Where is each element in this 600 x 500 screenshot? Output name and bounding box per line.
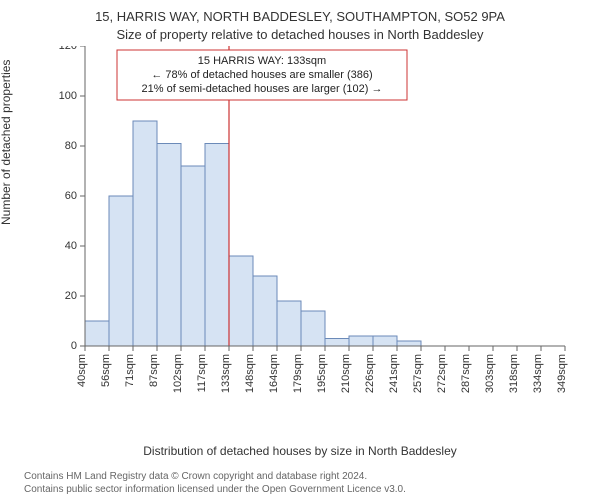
attribution-text: Contains HM Land Registry data © Crown c… <box>24 470 406 496</box>
attribution-line-2: Contains public sector information licen… <box>24 483 406 496</box>
histogram-bar <box>157 144 181 347</box>
x-tick-label: 241sqm <box>388 354 400 393</box>
histogram-bar <box>205 144 229 347</box>
histogram-bar <box>109 196 133 346</box>
x-tick-label: 71sqm <box>124 354 136 387</box>
histogram-bar <box>277 301 301 346</box>
x-tick-label: 56sqm <box>100 354 112 387</box>
histogram-bar <box>373 336 397 346</box>
x-tick-label: 287sqm <box>460 354 472 393</box>
y-tick-label: 0 <box>71 340 77 352</box>
y-tick-label: 60 <box>65 190 77 202</box>
x-tick-label: 102sqm <box>172 354 184 393</box>
histogram-bar <box>229 256 253 346</box>
histogram-bar <box>301 311 325 346</box>
x-tick-label: 179sqm <box>292 354 304 393</box>
annotation-line: 15 HARRIS WAY: 133sqm <box>198 55 326 67</box>
x-tick-label: 226sqm <box>364 354 376 393</box>
histogram-bar <box>85 321 109 346</box>
annotation-line: ← 78% of detached houses are smaller (38… <box>151 69 372 81</box>
y-tick-label: 120 <box>59 46 77 52</box>
x-tick-label: 272sqm <box>436 354 448 393</box>
chart-title-description: Size of property relative to detached ho… <box>0 27 600 42</box>
attribution-line-1: Contains HM Land Registry data © Crown c… <box>24 470 406 483</box>
x-tick-label: 334sqm <box>532 354 544 393</box>
x-tick-label: 318sqm <box>508 354 520 393</box>
x-tick-label: 117sqm <box>196 354 208 392</box>
x-tick-label: 133sqm <box>220 354 232 393</box>
x-axis-label: Distribution of detached houses by size … <box>0 444 600 458</box>
annotation-line: 21% of semi-detached houses are larger (… <box>142 83 383 95</box>
x-tick-label: 148sqm <box>244 354 256 393</box>
x-tick-label: 40sqm <box>76 354 88 387</box>
histogram-bar <box>253 276 277 346</box>
histogram-bar <box>325 339 349 347</box>
x-tick-label: 257sqm <box>412 354 424 393</box>
x-tick-label: 210sqm <box>340 354 352 393</box>
histogram-plot: 0 20 40 60 80 100 120 40sqm 56sqm 71sqm 87sqm 102sq… <box>55 46 575 396</box>
x-tick-label: 87sqm <box>148 354 160 387</box>
y-tick-label: 80 <box>65 140 77 152</box>
chart-container: 15, HARRIS WAY, NORTH BADDESLEY, SOUTHAM… <box>0 0 600 500</box>
chart-title-address: 15, HARRIS WAY, NORTH BADDESLEY, SOUTHAM… <box>0 9 600 24</box>
histogram-bar <box>349 336 373 346</box>
x-tick-label: 349sqm <box>556 354 568 393</box>
x-tick-label: 303sqm <box>484 354 496 393</box>
y-tick-label: 40 <box>65 240 77 252</box>
histogram-bar <box>133 121 157 346</box>
x-tick-label: 164sqm <box>268 354 280 393</box>
histogram-bar <box>181 166 205 346</box>
y-tick-label: 20 <box>65 290 77 302</box>
histogram-bar <box>397 341 421 346</box>
y-tick-label: 100 <box>59 90 77 102</box>
x-tick-label: 195sqm <box>316 354 328 393</box>
y-axis-label: Number of detached properties <box>0 60 13 225</box>
